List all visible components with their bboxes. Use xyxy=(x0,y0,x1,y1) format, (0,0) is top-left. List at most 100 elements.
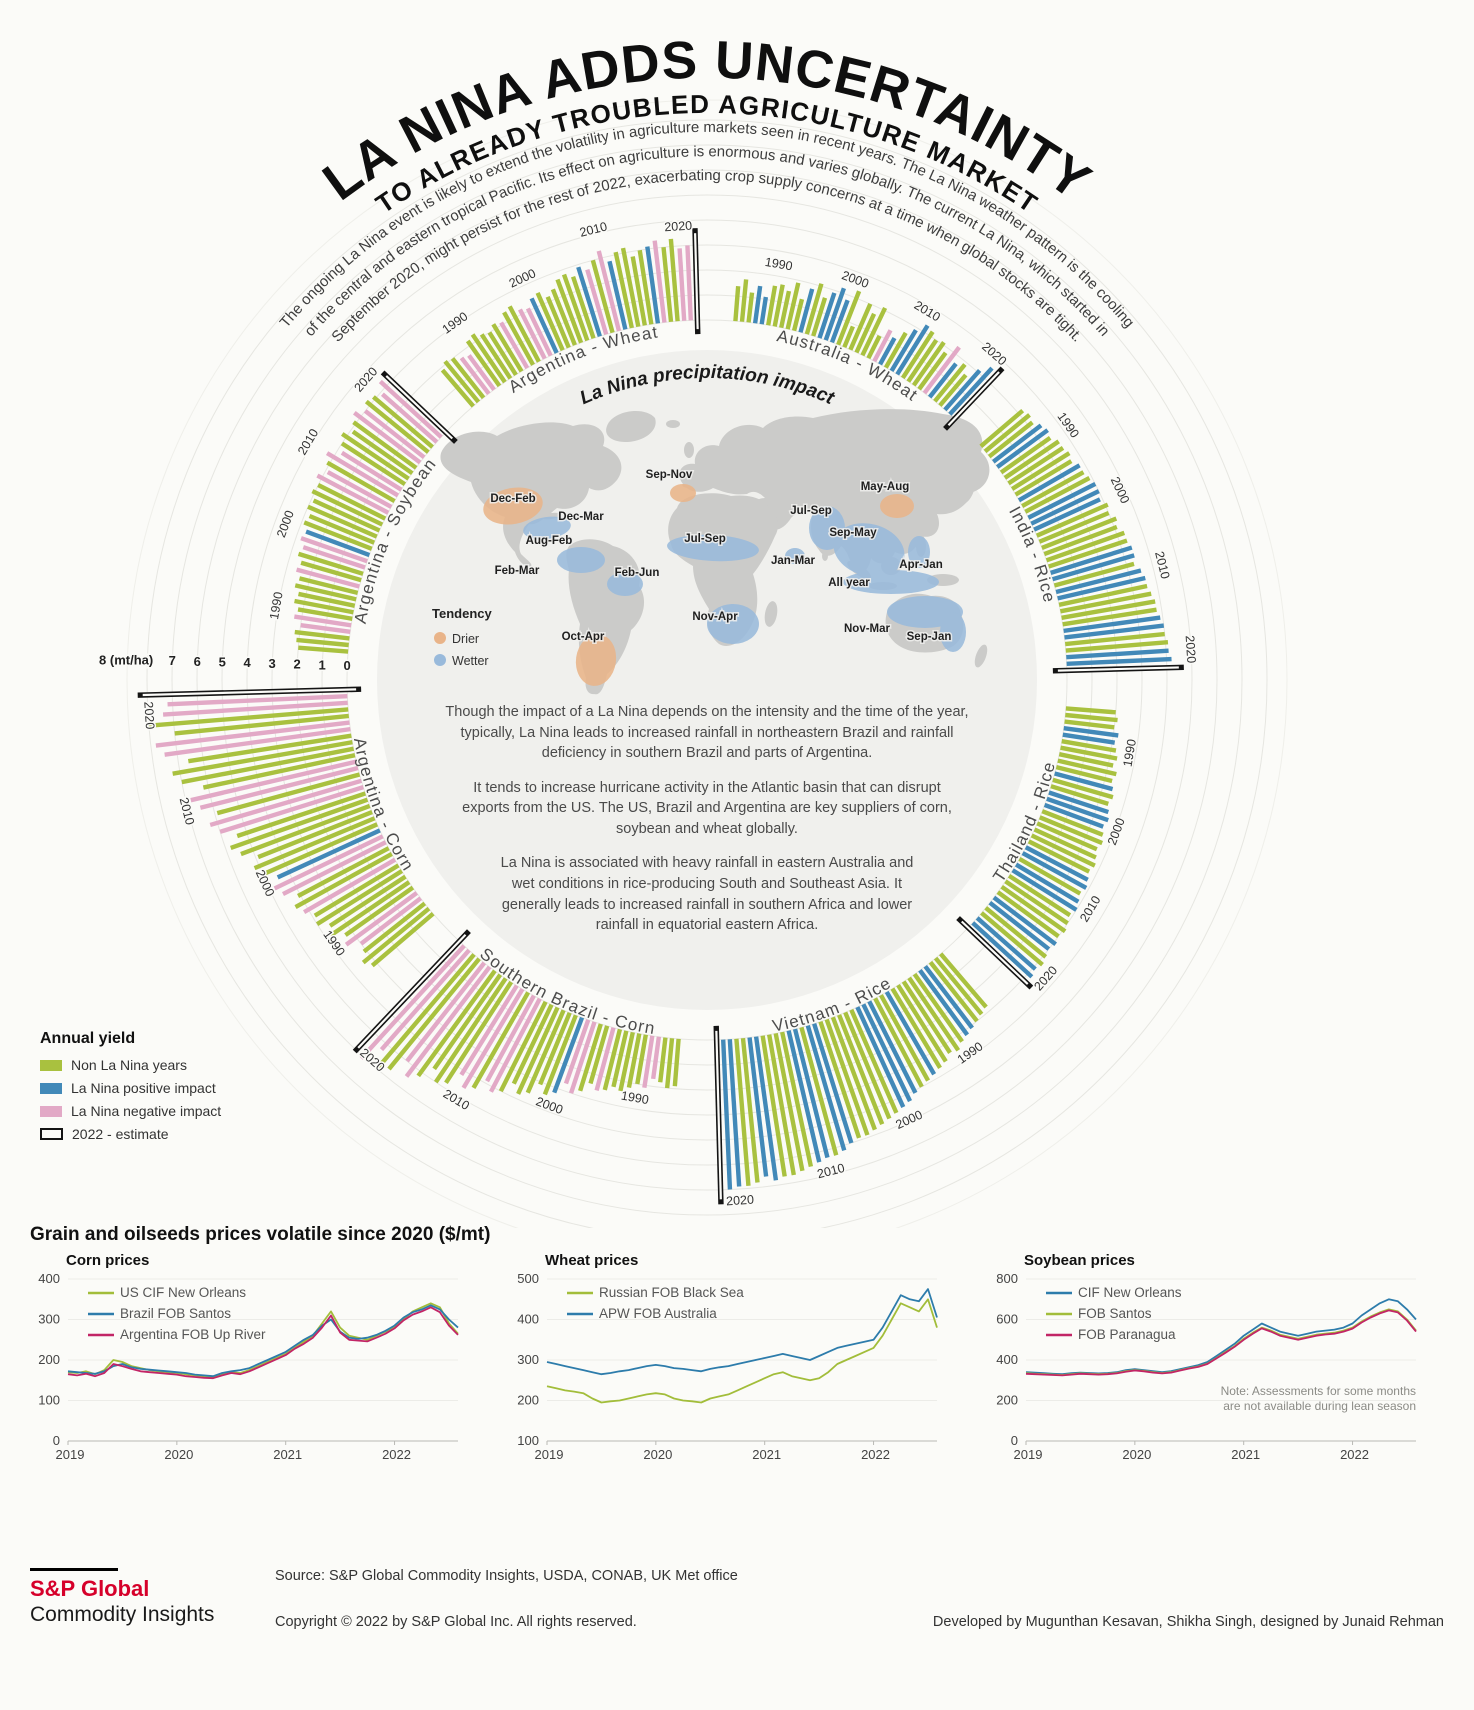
yield-bar xyxy=(1021,851,1088,890)
yield-bar xyxy=(1060,745,1118,761)
yield-bar xyxy=(867,1000,918,1094)
x-tick-label: 2020 xyxy=(643,1447,672,1462)
yield-bar xyxy=(376,953,476,1069)
year-tick-label: 1990 xyxy=(764,255,794,274)
yield-bar xyxy=(911,341,946,387)
yield-bar xyxy=(602,1028,623,1091)
radial-chart-canvas: Sep-Nov Dec-Feb Dec-Mar Aug-Feb Feb-Mar Feb-J… xyxy=(98,31,1288,1228)
yield-bar xyxy=(379,948,471,1052)
year-tick-label: 2000 xyxy=(507,266,538,290)
yield-bar xyxy=(804,283,824,335)
yield-bar xyxy=(1057,575,1146,601)
grid-circle xyxy=(171,144,1243,1216)
yield-bar xyxy=(1048,790,1110,815)
yield-bar xyxy=(668,238,680,322)
yield-bar xyxy=(849,1008,899,1114)
tendency-title: Tendency xyxy=(432,606,492,621)
yield-bar xyxy=(302,545,366,570)
yield-bar xyxy=(294,598,354,615)
yield-bar xyxy=(300,560,362,583)
yield-bar xyxy=(855,1006,906,1108)
year-tick-label: 2000 xyxy=(274,508,297,539)
legend-label: FOB Paranagua xyxy=(1078,1327,1176,1342)
yield-bar xyxy=(535,292,565,352)
yield-bar xyxy=(459,984,519,1076)
yield-bar xyxy=(294,614,352,628)
yield-bar xyxy=(296,567,360,589)
map-region-label: Feb-Jun xyxy=(615,567,660,579)
yield-bar xyxy=(906,338,939,383)
yield-bar xyxy=(570,275,596,340)
yield-bar xyxy=(883,331,908,369)
yield-bar xyxy=(172,740,353,776)
yield-bar xyxy=(576,266,602,337)
yield-bar xyxy=(1046,796,1109,823)
yield-bar xyxy=(461,987,525,1089)
legend-label: La Nina positive impact xyxy=(71,1080,216,1096)
yield-bar xyxy=(1033,827,1097,860)
yield-bar xyxy=(652,240,667,323)
yield-bar xyxy=(498,1000,548,1093)
yield-bar xyxy=(405,961,487,1063)
yield-bar xyxy=(273,834,384,891)
grid-circle xyxy=(321,294,1093,1066)
yield-bar xyxy=(1065,640,1169,653)
x-tick-label: 2021 xyxy=(752,1447,781,1462)
drier-dot xyxy=(434,632,446,644)
y-tick-label: 0 xyxy=(53,1433,60,1448)
yield-bar xyxy=(550,288,577,346)
yield-bar xyxy=(216,772,361,816)
yield-bar xyxy=(889,328,918,373)
yield-bar xyxy=(760,1035,787,1177)
wetter-region xyxy=(667,534,759,562)
yield-bar xyxy=(1050,545,1133,575)
yield-bar xyxy=(344,891,419,947)
yield-bar xyxy=(1054,771,1114,792)
yield-bar xyxy=(611,1030,629,1088)
yield-bar xyxy=(1033,497,1101,532)
legend-item: La Nina negative impact xyxy=(40,1103,221,1119)
legend-label: US CIF New Orleans xyxy=(120,1285,246,1300)
yield-bar xyxy=(294,583,357,602)
yield-bar xyxy=(830,1016,877,1131)
legend-label: Argentina FOB Up River xyxy=(120,1327,266,1342)
radial-grid xyxy=(126,99,1288,1228)
legend-label: 2022 - estimate xyxy=(72,1126,169,1142)
yield-bar xyxy=(517,308,547,360)
price-charts-section: Grain and oilseeds prices volatile since… xyxy=(0,1224,1474,1472)
year-tick-label: 2000 xyxy=(1105,816,1128,847)
yield-bar xyxy=(872,329,893,363)
yield-bar xyxy=(791,298,805,332)
yield-bar xyxy=(999,436,1052,475)
yield-bar xyxy=(311,489,384,527)
yield-bar xyxy=(900,330,935,380)
axis-tick-label: 6 xyxy=(194,654,201,669)
yield-bar xyxy=(432,973,503,1071)
tendency-wetter-label: Wetter xyxy=(452,654,489,668)
yield-bar xyxy=(996,890,1060,939)
yield-bar xyxy=(465,339,502,388)
yield-bar xyxy=(1024,845,1089,882)
yield-bar xyxy=(596,250,622,332)
yield-bar xyxy=(190,759,357,803)
footer-middle: Source: S&P Global Commodity Insights, U… xyxy=(275,1568,933,1630)
soybean-price-plot: 0 200 400 600 800 2019 2020 2021 2022 CIF New Orl… xyxy=(996,1271,1417,1462)
yield-bar xyxy=(1043,524,1118,557)
yield-bar xyxy=(1058,752,1114,768)
yield-bar xyxy=(635,1034,648,1085)
negative-impact-swatch xyxy=(40,1105,62,1117)
map-region-label: Sep-May xyxy=(829,527,877,539)
continent-eurasia xyxy=(679,409,990,573)
year-tick-label: 2020 xyxy=(141,701,157,730)
yield-bar xyxy=(980,911,1044,967)
x-tick-label: 2020 xyxy=(164,1447,193,1462)
yield-bar xyxy=(538,1011,572,1086)
soybean-price-chart: Soybean prices 0 200 400 600 800 2019 2020 2021… xyxy=(980,1250,1435,1472)
footer: S&P Global Commodity Insights Source: S&… xyxy=(30,1568,1444,1630)
legend-label: CIF New Orleans xyxy=(1078,1285,1182,1300)
credits-text: Developed by Mugunthan Kesavan, Shikha S… xyxy=(932,1614,1444,1630)
yield-bar xyxy=(148,707,349,728)
grid-circle xyxy=(271,244,1143,1116)
yield-bar xyxy=(1061,599,1156,620)
